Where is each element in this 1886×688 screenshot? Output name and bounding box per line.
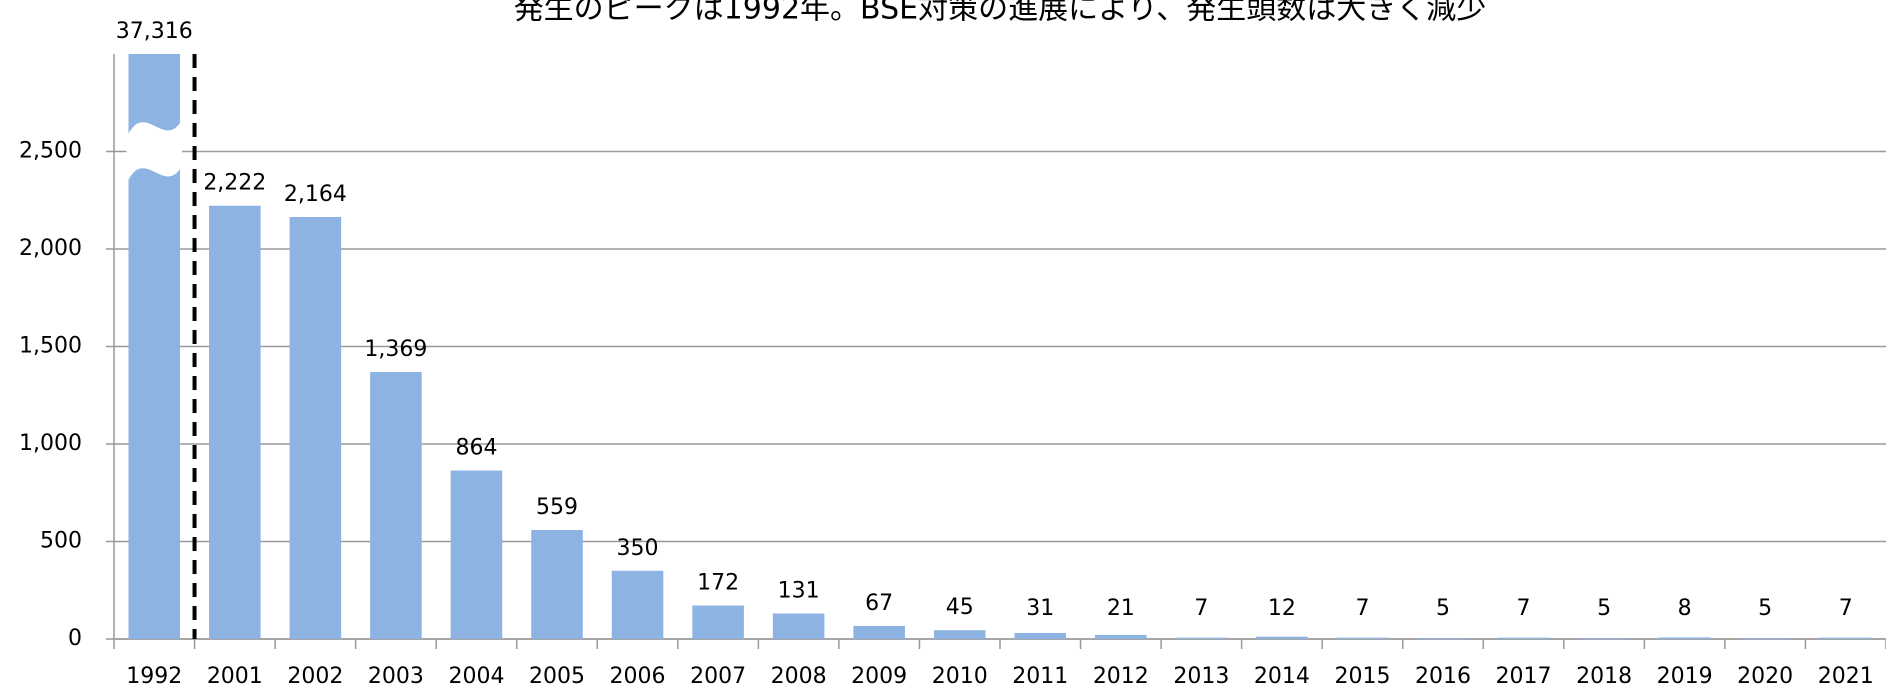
- bar: [450, 470, 503, 639]
- bar: [209, 205, 261, 639]
- x-tick-label: 2020: [1737, 664, 1793, 688]
- x-tick-label: 2016: [1415, 664, 1471, 688]
- x-tick-label: 2012: [1093, 664, 1149, 688]
- value-label: 31: [1026, 596, 1054, 621]
- x-tick-label: 2021: [1818, 664, 1874, 688]
- value-label: 67: [865, 591, 893, 616]
- x-tick-label: 2008: [771, 664, 827, 688]
- x-tick-label: 2009: [851, 664, 907, 688]
- bar: [853, 625, 905, 639]
- x-tick-label: 2003: [368, 664, 424, 688]
- y-tick-label: 2,000: [19, 236, 82, 261]
- bar: [1256, 636, 1308, 639]
- value-label: 5: [1597, 596, 1611, 621]
- x-tick-label: 2001: [207, 664, 263, 688]
- y-tick-label: 500: [40, 529, 82, 554]
- x-tick-label: 1992: [126, 664, 182, 688]
- value-label: 131: [778, 578, 820, 603]
- y-tick-label: 1,500: [19, 334, 82, 359]
- bar: [531, 529, 583, 639]
- bar: [1819, 637, 1872, 639]
- x-tick-label: 2011: [1012, 664, 1068, 688]
- bar: [289, 217, 342, 639]
- value-label: 864: [455, 436, 497, 461]
- x-tick-label: 2002: [287, 664, 343, 688]
- bar: [1014, 632, 1067, 639]
- x-tick-label: 2019: [1657, 664, 1713, 688]
- value-label: 5: [1758, 596, 1772, 621]
- value-label: 1,369: [364, 337, 427, 362]
- value-label: 7: [1355, 596, 1369, 621]
- bar: [1095, 634, 1147, 639]
- x-tick-label: 2014: [1254, 664, 1310, 688]
- x-tick-label: 2015: [1334, 664, 1390, 688]
- x-tick-label: 2013: [1173, 664, 1229, 688]
- chart-title: 発生のピークは1992年。BSE対策の進展により、発生頭数は大きく減少: [514, 0, 1487, 27]
- bar: [1578, 638, 1630, 639]
- bar: [1417, 638, 1469, 639]
- y-tick-label: 1,000: [19, 431, 82, 456]
- y-tick-label: 0: [68, 626, 82, 651]
- value-label: 172: [697, 570, 739, 595]
- y-tick-label: 2,500: [19, 139, 82, 164]
- axis-break: [126, 119, 183, 184]
- value-label: 8: [1678, 596, 1692, 621]
- value-label: 350: [617, 536, 659, 561]
- value-label: 37,316: [116, 19, 193, 44]
- x-tick-label: 2006: [610, 664, 666, 688]
- bar: [1658, 637, 1711, 639]
- bar: [370, 372, 422, 639]
- value-label: 12: [1268, 596, 1296, 621]
- bar: [692, 605, 744, 639]
- bar: [1739, 638, 1791, 639]
- value-label: 5: [1436, 596, 1450, 621]
- bar: [1336, 637, 1389, 639]
- value-label: 559: [536, 495, 578, 520]
- x-tick-label: 2010: [932, 664, 988, 688]
- value-label: 2,164: [284, 182, 347, 207]
- value-label: 7: [1839, 596, 1853, 621]
- x-tick-label: 2007: [690, 664, 746, 688]
- value-label: 7: [1517, 596, 1531, 621]
- bar: [772, 613, 825, 639]
- value-label: 7: [1194, 596, 1208, 621]
- value-label: 45: [946, 595, 974, 620]
- x-tick-label: 2004: [448, 664, 504, 688]
- bar: [933, 630, 986, 639]
- value-label: 2,222: [203, 171, 266, 196]
- bar: [611, 570, 664, 639]
- value-label: 21: [1107, 596, 1135, 621]
- x-tick-label: 2017: [1496, 664, 1552, 688]
- x-tick-label: 2005: [529, 664, 585, 688]
- x-tick-label: 2018: [1576, 664, 1632, 688]
- bar: [1175, 637, 1228, 639]
- bar: [1497, 637, 1550, 639]
